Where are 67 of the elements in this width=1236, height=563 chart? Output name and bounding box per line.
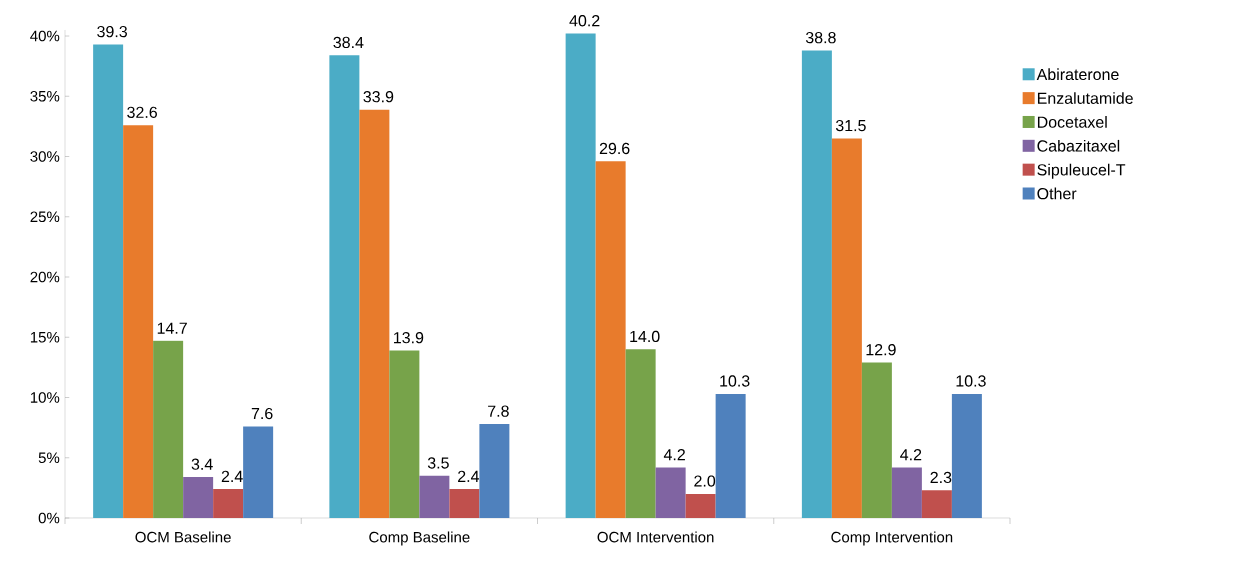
legend-label: Other [1037,187,1077,200]
bar [685,493,716,518]
data-label: 2.4 [458,470,480,482]
y-tick-label: 5% [38,452,60,464]
bar [715,393,746,518]
bar [861,362,892,518]
data-label: 33.9 [363,91,394,103]
y-tick-label: 15% [30,331,60,343]
x-tick-label: Comp Intervention [831,531,953,546]
bar [213,489,244,518]
x-tick-label: OCM Baseline [135,531,231,543]
data-label: 14.0 [630,330,660,343]
data-label: 7.6 [251,407,273,420]
y-tick-label: 20% [30,271,60,283]
bar [951,393,982,518]
data-label: 4.2 [900,449,922,461]
legend-label: Cabazitaxel [1037,139,1120,152]
data-label: 29.6 [599,142,630,155]
bar [243,426,274,518]
bar [449,489,480,518]
bar [329,55,360,518]
legend-label: Abiraterone [1036,68,1119,81]
data-label: 12.9 [866,344,896,356]
data-label: 4.2 [663,449,685,461]
data-label: 2.3 [930,471,952,484]
x-tick-label: OCM Intervention [597,531,714,543]
bar [123,125,154,518]
legend-label: Enzalutamide [1037,92,1133,104]
bar [153,340,184,518]
x-tick-label: Comp Baseline [369,531,470,546]
bar [359,109,390,518]
bar [891,467,922,518]
data-label: 3.4 [191,458,213,470]
bar [93,44,124,518]
bar [801,50,832,518]
data-label: 38.8 [805,31,836,44]
y-tick-label: 30% [30,151,60,162]
data-label: 32.6 [127,106,157,118]
bar [595,161,626,518]
data-label: 3.5 [427,457,449,469]
y-tick-label: 10% [30,392,60,403]
bar [479,424,510,518]
bar [625,349,656,518]
data-label: 31.5 [835,119,866,132]
bar [183,477,214,518]
y-tick-label: 40% [30,30,60,42]
data-label: 40.2 [569,15,600,27]
data-label: 39.3 [97,25,127,38]
y-tick-label: 35% [30,90,60,102]
data-label: 10.3 [956,375,986,387]
legend-label: Docetaxel [1037,116,1107,128]
bar [565,33,596,518]
y-tick-label: 25% [30,211,60,223]
bar [655,467,686,518]
data-label: 7.8 [488,405,509,417]
data-label: 38.4 [333,36,364,49]
data-label: 2.4 [221,470,243,482]
data-label: 2.0 [694,475,716,487]
bar [921,490,952,518]
data-label: 10.3 [720,375,750,387]
bar [831,138,862,518]
y-tick-label: 0% [38,512,60,524]
bar [389,350,420,518]
data-label: 13.9 [394,331,424,344]
data-label: 14.7 [157,322,187,334]
legend-label: Sipuleucel-T [1037,163,1126,179]
bar [419,475,450,518]
